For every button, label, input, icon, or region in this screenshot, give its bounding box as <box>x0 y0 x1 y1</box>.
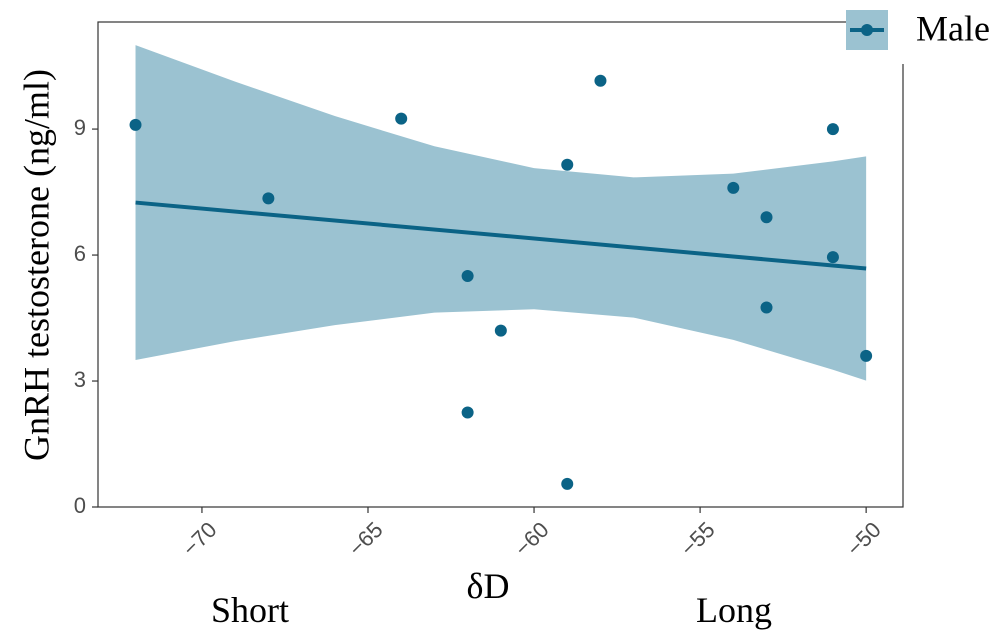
x-tick-label: −55 <box>676 517 720 561</box>
panel-border <box>97 21 904 508</box>
point <box>262 192 275 205</box>
legend-point <box>861 24 873 36</box>
point <box>561 158 574 171</box>
x-tick-label: −65 <box>344 517 388 561</box>
confidence-band <box>135 45 867 381</box>
point <box>494 324 507 337</box>
point <box>461 406 474 419</box>
point <box>760 211 773 224</box>
point <box>561 477 574 490</box>
fit-line <box>135 200 867 271</box>
x-tick-label: −60 <box>510 517 554 561</box>
x-axis-label: δD <box>467 566 510 606</box>
point <box>395 112 408 125</box>
point <box>129 118 142 131</box>
y-tick-label: 9 <box>74 115 86 140</box>
point <box>461 270 474 283</box>
legend-label: Male <box>916 8 990 48</box>
point <box>860 349 873 362</box>
x-tick-label: −50 <box>842 517 886 561</box>
point <box>826 251 839 264</box>
y-tick-label: 6 <box>74 241 86 266</box>
annotation: Long <box>696 590 772 630</box>
x-tick-label: −70 <box>178 517 222 561</box>
point <box>826 123 839 136</box>
point <box>727 181 740 194</box>
y-tick-label: 0 <box>74 493 86 518</box>
point <box>760 301 773 314</box>
point <box>594 74 607 87</box>
y-tick-label: 3 <box>74 367 86 392</box>
annotation: Short <box>211 590 289 630</box>
y-axis-label: GnRH testosterone (ng/ml) <box>16 69 56 461</box>
